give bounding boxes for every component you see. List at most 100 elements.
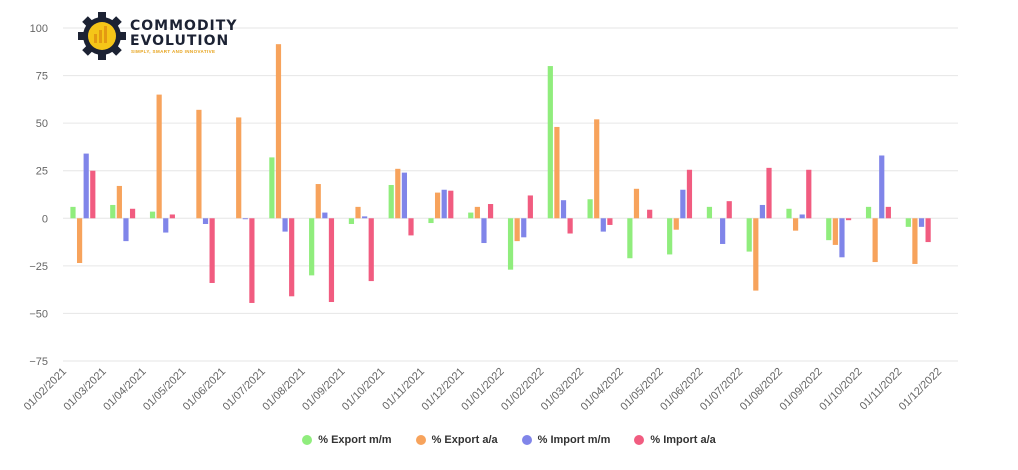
bar[interactable] <box>368 218 374 282</box>
bar[interactable] <box>845 218 852 221</box>
bar[interactable] <box>116 185 122 219</box>
y-tick-label: 75 <box>36 71 48 83</box>
bar[interactable] <box>275 44 282 219</box>
bar[interactable] <box>826 218 832 241</box>
bar[interactable] <box>839 218 845 258</box>
bar[interactable] <box>408 218 414 236</box>
legend-marker <box>302 435 313 445</box>
bar[interactable] <box>236 117 242 219</box>
bar[interactable] <box>355 206 361 219</box>
bar[interactable] <box>686 169 693 219</box>
bar[interactable] <box>428 218 434 224</box>
bar[interactable] <box>481 218 487 244</box>
bar[interactable] <box>434 192 441 219</box>
bar[interactable] <box>521 218 527 238</box>
legend-item-export-mm[interactable]: % Export m/m <box>302 434 392 446</box>
bar[interactable] <box>799 214 805 219</box>
bar[interactable] <box>315 184 321 219</box>
bar[interactable] <box>322 212 328 219</box>
bar[interactable] <box>169 214 175 219</box>
bar[interactable] <box>83 153 89 219</box>
bar[interactable] <box>865 206 872 219</box>
legend-item-import-mm[interactable]: % Import m/m <box>521 434 610 446</box>
legend-item-export-aa[interactable]: % Export a/a <box>415 434 498 446</box>
bar[interactable] <box>872 218 878 263</box>
bar[interactable] <box>90 170 96 219</box>
bar[interactable] <box>925 218 931 243</box>
bar[interactable] <box>527 195 533 219</box>
bar[interactable] <box>879 155 885 219</box>
bar[interactable] <box>547 66 553 219</box>
legend-label: % Export a/a <box>431 434 498 446</box>
bar[interactable] <box>560 200 567 219</box>
bar[interactable] <box>832 218 838 245</box>
legend-label: % Import a/a <box>650 434 716 446</box>
bar[interactable] <box>885 206 891 219</box>
bar[interactable] <box>362 216 368 219</box>
bar[interactable] <box>567 218 573 234</box>
bar[interactable] <box>759 204 766 219</box>
bar[interactable] <box>163 218 169 233</box>
bar[interactable] <box>70 206 76 219</box>
bar[interactable] <box>388 184 394 219</box>
bar[interactable] <box>746 218 752 252</box>
bar[interactable] <box>328 218 335 303</box>
bar[interactable] <box>647 209 653 219</box>
y-tick-label: −75 <box>29 356 48 368</box>
bar[interactable] <box>441 189 447 219</box>
bar[interactable] <box>792 218 799 231</box>
legend-marker <box>521 435 532 445</box>
bar[interactable] <box>680 189 686 219</box>
bar[interactable] <box>706 206 713 219</box>
bar[interactable] <box>905 218 911 227</box>
bar[interactable] <box>401 172 408 219</box>
bar[interactable] <box>587 199 593 219</box>
bar[interactable] <box>487 204 494 219</box>
bar[interactable] <box>76 218 83 264</box>
bar[interactable] <box>282 218 288 232</box>
bar[interactable] <box>123 218 129 242</box>
bar[interactable] <box>720 218 726 244</box>
bar[interactable] <box>242 218 248 220</box>
bar[interactable] <box>633 188 640 219</box>
bar[interactable] <box>918 218 925 227</box>
bar[interactable] <box>554 126 560 219</box>
bar[interactable] <box>912 218 918 264</box>
bar[interactable] <box>269 157 275 219</box>
bar[interactable] <box>514 218 520 242</box>
bar[interactable] <box>468 212 474 219</box>
legend: % Export m/m % Export a/a % Import m/m %… <box>0 434 1018 446</box>
logo: COMMODITY EVOLUTION SIMPLY, SMART AND IN… <box>78 12 238 62</box>
bar[interactable] <box>129 208 136 219</box>
bar[interactable] <box>156 94 162 219</box>
bar[interactable] <box>202 218 209 224</box>
bar[interactable] <box>594 119 600 219</box>
x-axis: 01/02/202101/03/202101/04/202101/05/2021… <box>22 366 945 413</box>
bar[interactable] <box>196 109 202 219</box>
bar[interactable] <box>600 218 606 232</box>
bar[interactable] <box>474 206 480 219</box>
bar[interactable] <box>110 204 116 219</box>
bar[interactable] <box>766 167 772 219</box>
bar[interactable] <box>395 168 401 219</box>
bar[interactable] <box>149 211 156 219</box>
y-tick-label: 100 <box>30 23 48 35</box>
bar[interactable] <box>289 218 295 297</box>
bar[interactable] <box>726 201 732 219</box>
bar[interactable] <box>667 218 673 255</box>
bar[interactable] <box>249 218 255 303</box>
y-axis: 100 75 50 25 0 −25 −50 −75 <box>29 23 48 368</box>
bar[interactable] <box>627 218 633 259</box>
bar[interactable] <box>348 218 355 224</box>
bar[interactable] <box>507 218 514 270</box>
legend-marker <box>634 435 645 445</box>
bar[interactable] <box>753 218 759 291</box>
bar[interactable] <box>786 208 792 219</box>
bar[interactable] <box>309 218 315 276</box>
legend-item-import-aa[interactable]: % Import a/a <box>634 434 716 446</box>
bar[interactable] <box>448 190 454 219</box>
bar[interactable] <box>806 169 812 219</box>
bar[interactable] <box>209 218 215 283</box>
bar[interactable] <box>607 218 613 225</box>
bar[interactable] <box>673 218 679 230</box>
